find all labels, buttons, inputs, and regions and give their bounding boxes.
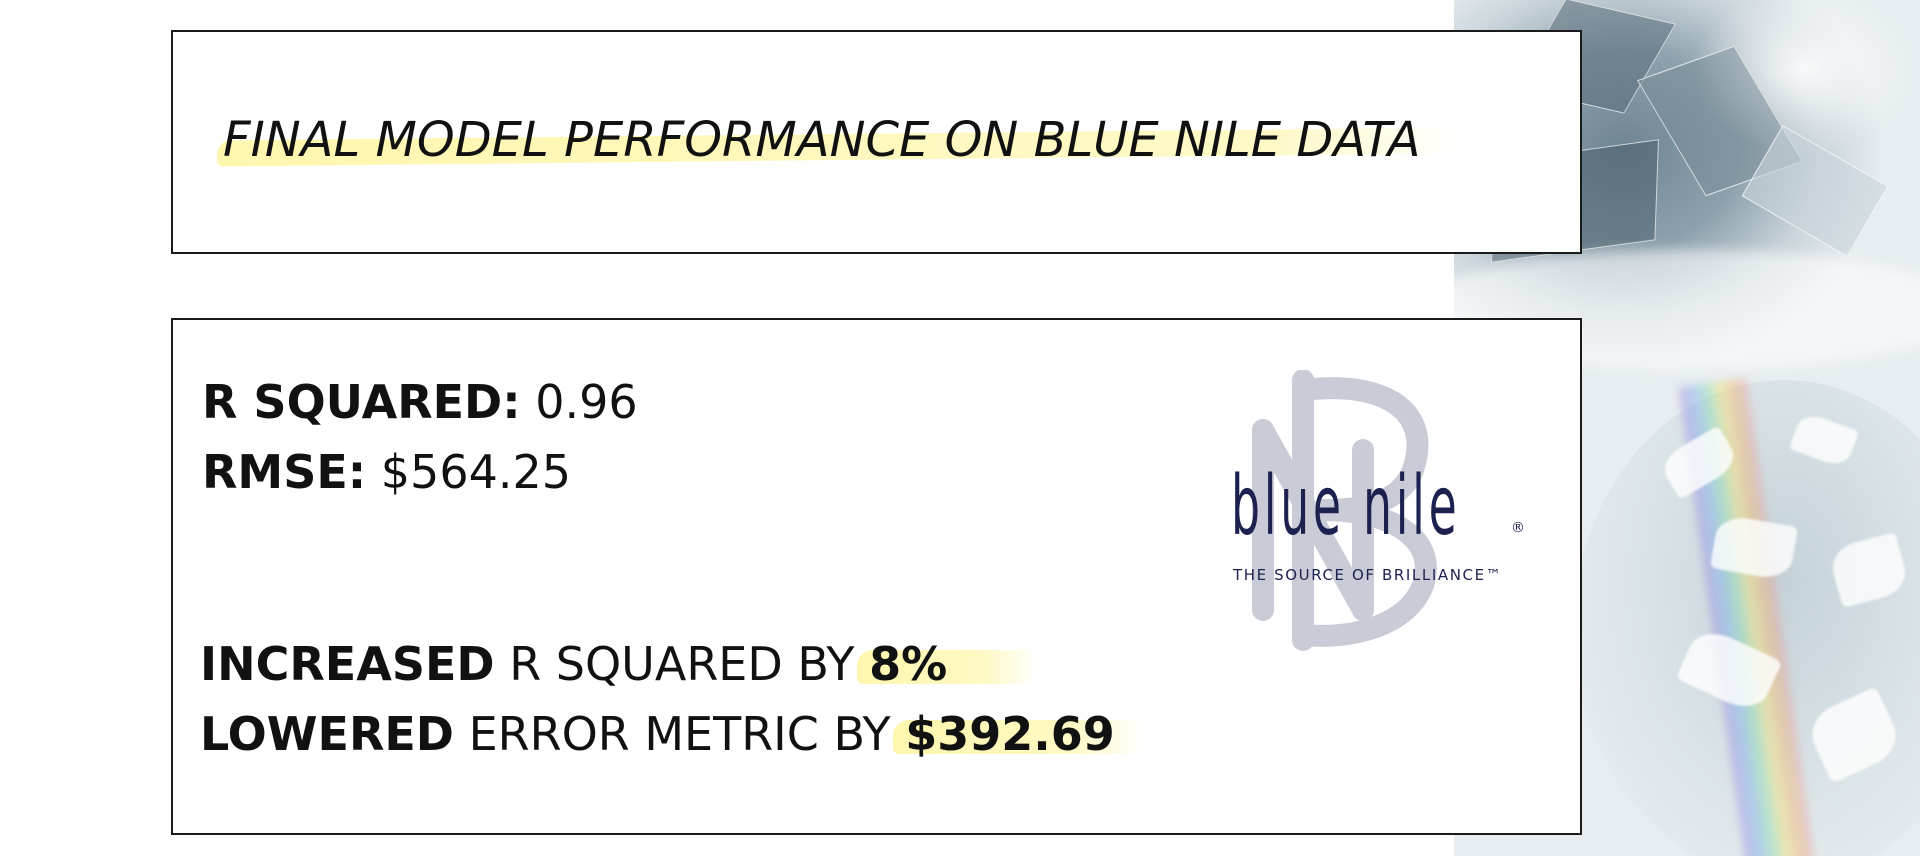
rmse-value: $564.25: [380, 445, 572, 499]
bn-monogram-icon: [1252, 370, 1437, 651]
r-squared-label: R SQUARED:: [202, 375, 521, 429]
highlight-swash: [857, 650, 1038, 684]
error-improvement: LOWERED ERROR METRIC BY $392.69: [200, 706, 1145, 762]
improvement-verb: INCREASED: [200, 637, 495, 691]
title-panel: FINAL MODEL PERFORMANCE ON BLUE NILE DAT…: [171, 30, 1582, 254]
logo-tagline: THE SOURCE OF BRILLIANCE™: [1233, 566, 1503, 584]
blue-nile-logo: blue nile ® THE SOURCE OF BRILLIANCE™: [1193, 370, 1533, 670]
logo-wordmark: blue nile: [1231, 459, 1461, 554]
page-title: FINAL MODEL PERFORMANCE ON BLUE NILE DAT…: [223, 112, 1421, 168]
highlighted-value: 8%: [857, 636, 1038, 692]
improvement-text: ERROR METRIC BY: [468, 707, 891, 761]
improvement-value: $392.69: [905, 707, 1115, 761]
registered-mark: ®: [1511, 520, 1525, 536]
rmse-label: RMSE:: [202, 445, 367, 499]
r-squared-improvement: INCREASED R SQUARED BY 8%: [200, 636, 1038, 692]
rmse-metric: RMSE: $564.25: [202, 444, 571, 500]
improvement-value: 8%: [869, 637, 948, 691]
title-wrap: FINAL MODEL PERFORMANCE ON BLUE NILE DAT…: [216, 110, 1461, 170]
highlight-swash: [893, 720, 1145, 754]
photo-crystal-base: [1574, 380, 1920, 856]
r-squared-metric: R SQUARED: 0.96: [202, 374, 638, 430]
metrics-panel: R SQUARED: 0.96 RMSE: $564.25 INCREASED …: [171, 318, 1582, 835]
improvement-text: R SQUARED BY: [509, 637, 855, 691]
highlighted-value: $392.69: [893, 706, 1145, 762]
r-squared-value: 0.96: [535, 375, 638, 429]
improvement-verb: LOWERED: [200, 707, 454, 761]
